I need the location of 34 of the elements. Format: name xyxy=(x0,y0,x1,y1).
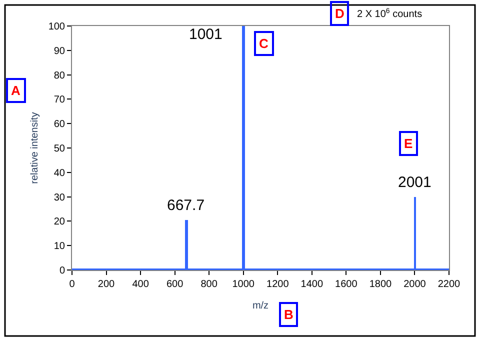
x-tick-label: 1400 xyxy=(300,279,324,290)
y-tick-label: 60 xyxy=(54,119,66,130)
x-tick-label: 2200 xyxy=(438,279,461,290)
y-tick-label: 10 xyxy=(54,241,66,252)
y-tick-label: 100 xyxy=(48,22,66,32)
y-tick-label: 90 xyxy=(54,46,66,57)
text: 2 X 10$^{6}$ counts xyxy=(357,8,422,20)
annotation: C xyxy=(259,36,269,51)
x-axis-title: m/z xyxy=(252,300,269,312)
annotation: 1001 xyxy=(189,26,222,43)
annotation: 2001 xyxy=(398,174,432,191)
x-tick-label: 1000 xyxy=(232,279,255,290)
x-tick-label: 0 xyxy=(69,279,76,290)
y-axis-title: relative intensity xyxy=(29,112,40,184)
annotation: E xyxy=(404,136,413,151)
y-tick-label: 80 xyxy=(54,70,66,82)
y-tick-label: 30 xyxy=(54,192,66,204)
x-tick-label: 1800 xyxy=(369,279,392,290)
text: B xyxy=(284,307,294,322)
text: A xyxy=(11,83,21,98)
y-tick-label: 40 xyxy=(54,168,66,179)
y-tick-label: 50 xyxy=(54,144,66,154)
x-tick-label: 600 xyxy=(166,279,184,290)
x-tick-label: 200 xyxy=(98,279,116,290)
x-tick-label: 1600 xyxy=(335,279,358,290)
x-tick-label: 1200 xyxy=(266,279,290,290)
y-tick-label: 0 xyxy=(59,266,66,276)
y-tick-label: 20 xyxy=(54,216,66,228)
x-tick-label: 400 xyxy=(132,279,150,290)
x-tick-label: 800 xyxy=(200,279,218,290)
annotation: 667.7 xyxy=(167,197,205,214)
text: D xyxy=(335,6,344,21)
y-tick-label: 70 xyxy=(54,94,66,106)
x-tick-label: 2000 xyxy=(404,279,426,290)
